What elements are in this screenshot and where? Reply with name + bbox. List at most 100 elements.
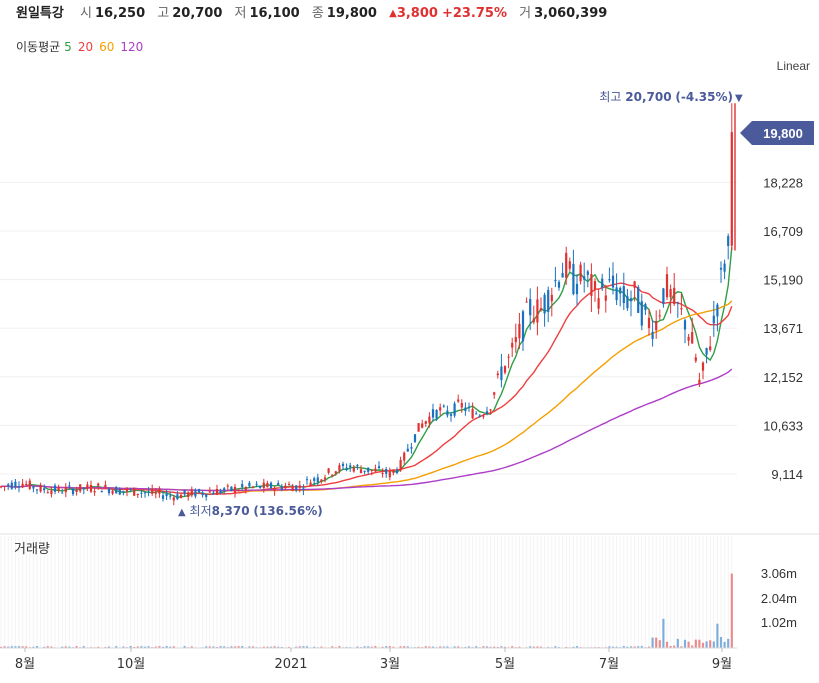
candle[interactable] <box>575 274 579 306</box>
candle[interactable] <box>532 305 535 325</box>
candle[interactable] <box>424 420 427 427</box>
candle[interactable] <box>338 462 341 474</box>
candle[interactable] <box>683 318 687 344</box>
candle[interactable] <box>521 309 525 351</box>
candle[interactable] <box>309 479 312 486</box>
candle[interactable] <box>658 309 661 320</box>
candle[interactable] <box>107 487 111 496</box>
candle[interactable] <box>176 491 179 500</box>
candle[interactable] <box>439 403 442 416</box>
ma20-label[interactable]: 20 <box>77 40 94 54</box>
candle[interactable] <box>601 273 604 291</box>
candle[interactable] <box>61 488 64 494</box>
candle[interactable] <box>57 484 60 494</box>
candle[interactable] <box>363 470 366 475</box>
candle[interactable] <box>478 413 481 418</box>
candle[interactable] <box>471 402 474 420</box>
candle[interactable] <box>381 468 384 478</box>
candle[interactable] <box>482 414 485 420</box>
candle[interactable] <box>316 473 319 486</box>
candle[interactable] <box>629 290 633 317</box>
candle[interactable] <box>568 257 571 272</box>
candle[interactable] <box>694 353 697 363</box>
candle[interactable] <box>230 486 233 492</box>
candle[interactable] <box>79 484 82 493</box>
candle[interactable] <box>75 486 78 496</box>
candle[interactable] <box>604 284 607 313</box>
candle[interactable] <box>493 391 496 399</box>
candle[interactable] <box>323 474 327 483</box>
candle[interactable] <box>608 267 611 283</box>
candle[interactable] <box>687 334 690 346</box>
candle[interactable] <box>676 301 679 318</box>
candle[interactable] <box>374 464 377 472</box>
candle[interactable] <box>388 467 391 481</box>
candle[interactable] <box>590 263 593 312</box>
candle[interactable] <box>716 302 719 332</box>
candle[interactable] <box>295 485 298 493</box>
candle[interactable] <box>302 484 305 496</box>
candle[interactable] <box>158 486 161 498</box>
candle[interactable] <box>543 292 546 327</box>
candle[interactable] <box>39 482 42 493</box>
candle[interactable] <box>259 485 262 489</box>
candle[interactable] <box>313 476 316 486</box>
candle[interactable] <box>370 469 373 476</box>
moving-average-legend[interactable]: 이동평균 5 20 60 120 <box>16 38 149 56</box>
candle[interactable] <box>320 478 323 484</box>
candle[interactable] <box>500 354 503 388</box>
candle[interactable] <box>662 287 665 308</box>
candle[interactable] <box>467 402 471 412</box>
candle[interactable] <box>673 273 676 306</box>
candle[interactable] <box>352 465 355 473</box>
candle[interactable] <box>669 284 672 314</box>
candle[interactable] <box>475 411 478 415</box>
candle[interactable] <box>89 480 93 493</box>
candle[interactable] <box>554 266 557 288</box>
candle[interactable] <box>655 310 658 339</box>
candle[interactable] <box>680 293 683 315</box>
candle[interactable] <box>14 479 17 490</box>
candle[interactable] <box>449 412 453 422</box>
candle[interactable] <box>43 484 46 494</box>
candle[interactable] <box>284 482 287 490</box>
candle[interactable] <box>233 484 237 498</box>
candle[interactable] <box>367 467 370 475</box>
candle[interactable] <box>518 313 521 349</box>
candle[interactable] <box>421 419 424 429</box>
candle[interactable] <box>86 481 89 491</box>
candle[interactable] <box>172 495 175 506</box>
candle[interactable] <box>507 353 510 369</box>
candle[interactable] <box>215 484 219 496</box>
candle[interactable] <box>197 488 201 494</box>
candle[interactable] <box>71 487 75 496</box>
candle[interactable] <box>287 481 291 486</box>
candle[interactable] <box>727 233 730 260</box>
candle[interactable] <box>115 486 118 494</box>
candle[interactable] <box>547 286 550 323</box>
candle[interactable] <box>377 461 381 470</box>
candle[interactable] <box>550 287 553 317</box>
candle[interactable] <box>349 462 352 472</box>
candle[interactable] <box>201 490 204 498</box>
candle[interactable] <box>104 480 107 489</box>
candle[interactable] <box>619 286 622 307</box>
candle[interactable] <box>719 261 723 283</box>
candle[interactable] <box>392 469 395 476</box>
candle[interactable] <box>356 463 359 470</box>
candle[interactable] <box>212 490 215 495</box>
candle[interactable] <box>561 262 564 278</box>
candle[interactable] <box>136 493 139 498</box>
candle[interactable] <box>399 456 402 472</box>
candle[interactable] <box>359 465 363 474</box>
candle[interactable] <box>730 103 733 251</box>
candle[interactable] <box>262 478 265 493</box>
candle[interactable] <box>647 309 651 336</box>
candle[interactable] <box>428 412 431 428</box>
candle[interactable] <box>331 474 334 478</box>
candle[interactable] <box>169 491 172 500</box>
candle[interactable] <box>291 483 294 492</box>
candle[interactable] <box>525 297 528 303</box>
candle[interactable] <box>345 463 348 472</box>
candle[interactable] <box>586 269 589 288</box>
